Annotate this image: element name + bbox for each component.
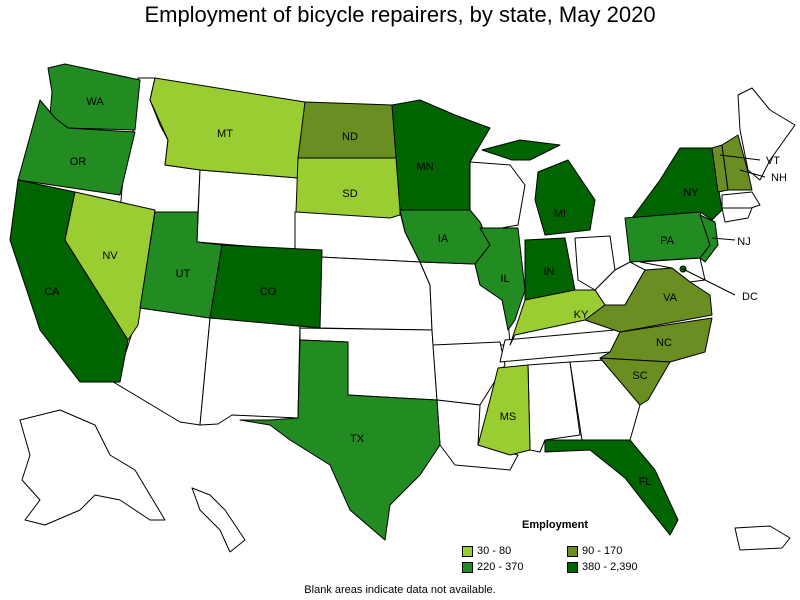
blank-states: [19, 77, 796, 553]
state-va: [584, 267, 713, 333]
label-vt: VT: [766, 155, 780, 167]
state-ny: [631, 147, 723, 221]
legend-item-30-80: 30 - 80: [462, 545, 567, 557]
state-wy: [196, 169, 299, 251]
label-mi: MI: [554, 208, 566, 220]
state-nh: [721, 134, 753, 191]
legend-label: 380 - 2,390: [582, 561, 638, 573]
state-hi: [191, 487, 246, 553]
legend-label: 220 - 370: [477, 561, 524, 573]
label-il: IL: [500, 273, 509, 285]
legend-swatch: [462, 561, 473, 573]
map-title: Employment of bicycle repairers, by stat…: [144, 2, 656, 27]
legend-swatch: [567, 545, 578, 557]
state-ga: [569, 359, 641, 441]
legend-swatch: [567, 561, 578, 573]
state-fl: [544, 439, 679, 536]
label-tx: TX: [350, 433, 365, 445]
legend-item-90-170: 90 - 170: [567, 545, 667, 557]
state-nm: [199, 317, 301, 426]
label-ms: MS: [500, 411, 517, 423]
label-ia: IA: [438, 233, 449, 245]
legend-label: 30 - 80: [477, 545, 512, 557]
legend-label: 90 - 170: [582, 545, 623, 557]
state-ma: [721, 191, 761, 211]
label-sd: SD: [342, 188, 357, 200]
legend-title: Employment: [522, 519, 589, 531]
label-ny: NY: [683, 187, 699, 199]
legend-item-380-2390: 380 - 2,390: [567, 561, 667, 573]
label-nv: NV: [102, 250, 118, 262]
label-nc: NC: [656, 337, 672, 349]
label-wa: WA: [86, 96, 104, 108]
state-sc: [599, 357, 671, 406]
label-va: VA: [663, 292, 678, 304]
state-nj: [699, 214, 719, 263]
label-ky: KY: [574, 309, 589, 321]
state-nd: [297, 101, 401, 159]
footnote: Blank areas indicate data not available.: [304, 584, 496, 596]
state-ms: [477, 364, 531, 456]
legend-swatch: [462, 545, 473, 557]
state-la: [436, 399, 519, 471]
state-ct-ri: [721, 207, 753, 223]
label-nh: NH: [771, 172, 787, 184]
state-ak: [19, 409, 166, 526]
state-tx: [239, 339, 441, 541]
label-ut: UT: [176, 268, 191, 280]
label-in: IN: [544, 266, 555, 278]
legend-item-220-370: 220 - 370: [462, 561, 567, 573]
label-pa: PA: [660, 235, 675, 247]
leader-lines: [682, 154, 766, 296]
state-ar: [432, 341, 506, 406]
state-mi: [481, 139, 596, 236]
state-labels: WA OR CA NV MT UT CO ND SD TX MN IA IL M…: [44, 96, 787, 488]
label-mt: MT: [217, 128, 233, 140]
territory-pr: [734, 525, 791, 551]
label-mn: MN: [416, 161, 433, 173]
label-sc: SC: [632, 370, 647, 382]
label-fl: FL: [639, 476, 652, 488]
state-co: [209, 244, 323, 329]
label-nd: ND: [342, 131, 358, 143]
state-ks: [319, 256, 433, 331]
state-il: [474, 227, 526, 331]
state-me: [737, 87, 796, 181]
legend: Employment 30 - 80 90 - 170 220 - 370 38…: [462, 519, 662, 573]
state-wa: [47, 63, 141, 131]
label-or: OR: [70, 156, 87, 168]
label-co: CO: [260, 286, 277, 298]
label-dc: DC: [742, 291, 758, 303]
label-ca: CA: [44, 286, 60, 298]
state-nv: [64, 191, 156, 341]
state-sd: [295, 157, 401, 219]
label-nj: NJ: [737, 236, 750, 248]
